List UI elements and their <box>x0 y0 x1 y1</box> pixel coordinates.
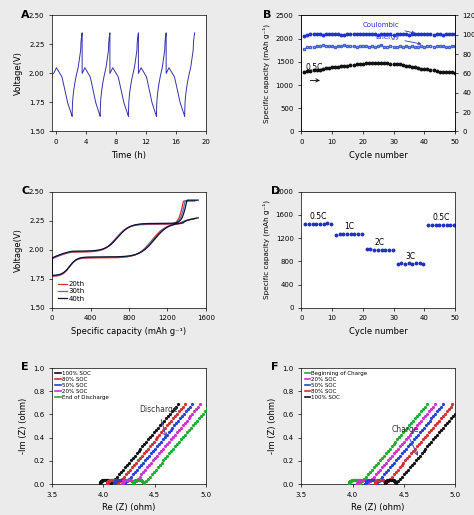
20th <box>49 273 55 280</box>
X-axis label: Time (h): Time (h) <box>111 151 146 160</box>
40th <box>195 197 201 203</box>
Line: 20th: 20th <box>52 201 194 277</box>
40th <box>120 229 126 235</box>
20th <box>97 255 103 261</box>
Text: Charge: Charge <box>392 425 419 455</box>
40th <box>63 250 69 256</box>
Text: 0.5C: 0.5C <box>432 213 450 222</box>
20th <box>122 254 128 260</box>
40th <box>124 253 129 260</box>
Text: D: D <box>271 186 280 196</box>
40th <box>49 272 55 279</box>
Text: F: F <box>271 362 278 372</box>
Y-axis label: Specific capacity (mAh g⁻¹): Specific capacity (mAh g⁻¹) <box>263 200 270 299</box>
Text: C: C <box>21 186 29 196</box>
Y-axis label: Voltage(V): Voltage(V) <box>14 52 23 95</box>
Text: A: A <box>21 10 30 20</box>
Y-axis label: Voltage(V): Voltage(V) <box>14 228 23 272</box>
Text: Discharge: Discharge <box>139 405 178 436</box>
Text: 3C: 3C <box>405 252 416 261</box>
30th <box>63 250 68 256</box>
30th <box>193 197 199 203</box>
20th <box>141 221 147 228</box>
Y-axis label: -Im (Z) (ohm): -Im (Z) (ohm) <box>268 398 277 454</box>
X-axis label: Specific capacity (mAh g⁻¹): Specific capacity (mAh g⁻¹) <box>72 327 187 336</box>
X-axis label: Re (Z) (ohm): Re (Z) (ohm) <box>351 503 405 512</box>
20th <box>191 198 197 204</box>
40th <box>76 255 82 262</box>
Text: E: E <box>21 362 29 372</box>
Line: 30th: 30th <box>52 200 196 276</box>
30th <box>98 254 104 261</box>
X-axis label: Re (Z) (ohm): Re (Z) (ohm) <box>102 503 156 512</box>
Legend: Beginning of Charge, 20% SOC, 50% SOC, 80% SOC, 100% SOC: Beginning of Charge, 20% SOC, 50% SOC, 8… <box>304 371 368 400</box>
Y-axis label: Specific capacity (mAh g⁻¹): Specific capacity (mAh g⁻¹) <box>263 24 270 123</box>
30th <box>142 221 148 227</box>
30th <box>193 215 199 221</box>
Text: Coulombic: Coulombic <box>363 22 415 34</box>
20th <box>191 216 197 222</box>
Text: 1C: 1C <box>344 222 354 231</box>
X-axis label: Cycle number: Cycle number <box>349 151 408 160</box>
Text: 2C: 2C <box>374 238 385 247</box>
Line: 40th: 40th <box>52 200 198 276</box>
Text: B: B <box>263 10 271 20</box>
20th <box>63 251 68 257</box>
Legend: 100% SOC, 80% SOC, 50% SOC, 20% SOC, End of Discharge: 100% SOC, 80% SOC, 50% SOC, 20% SOC, End… <box>55 371 109 400</box>
Text: Energy: Energy <box>375 34 420 45</box>
Legend: 20th, 30th, 40th: 20th, 30th, 40th <box>55 279 88 304</box>
Y-axis label: -Im (Z) (ohm): -Im (Z) (ohm) <box>18 398 27 454</box>
40th <box>195 215 201 221</box>
20th <box>75 256 81 263</box>
Text: 0.5C: 0.5C <box>310 212 327 221</box>
30th <box>75 256 81 262</box>
Text: 0.5C: 0.5C <box>306 63 323 72</box>
40th <box>144 220 149 227</box>
X-axis label: Cycle number: Cycle number <box>349 327 408 336</box>
30th <box>119 229 125 235</box>
20th <box>118 230 124 236</box>
40th <box>99 254 104 260</box>
30th <box>49 273 55 279</box>
30th <box>123 253 128 260</box>
